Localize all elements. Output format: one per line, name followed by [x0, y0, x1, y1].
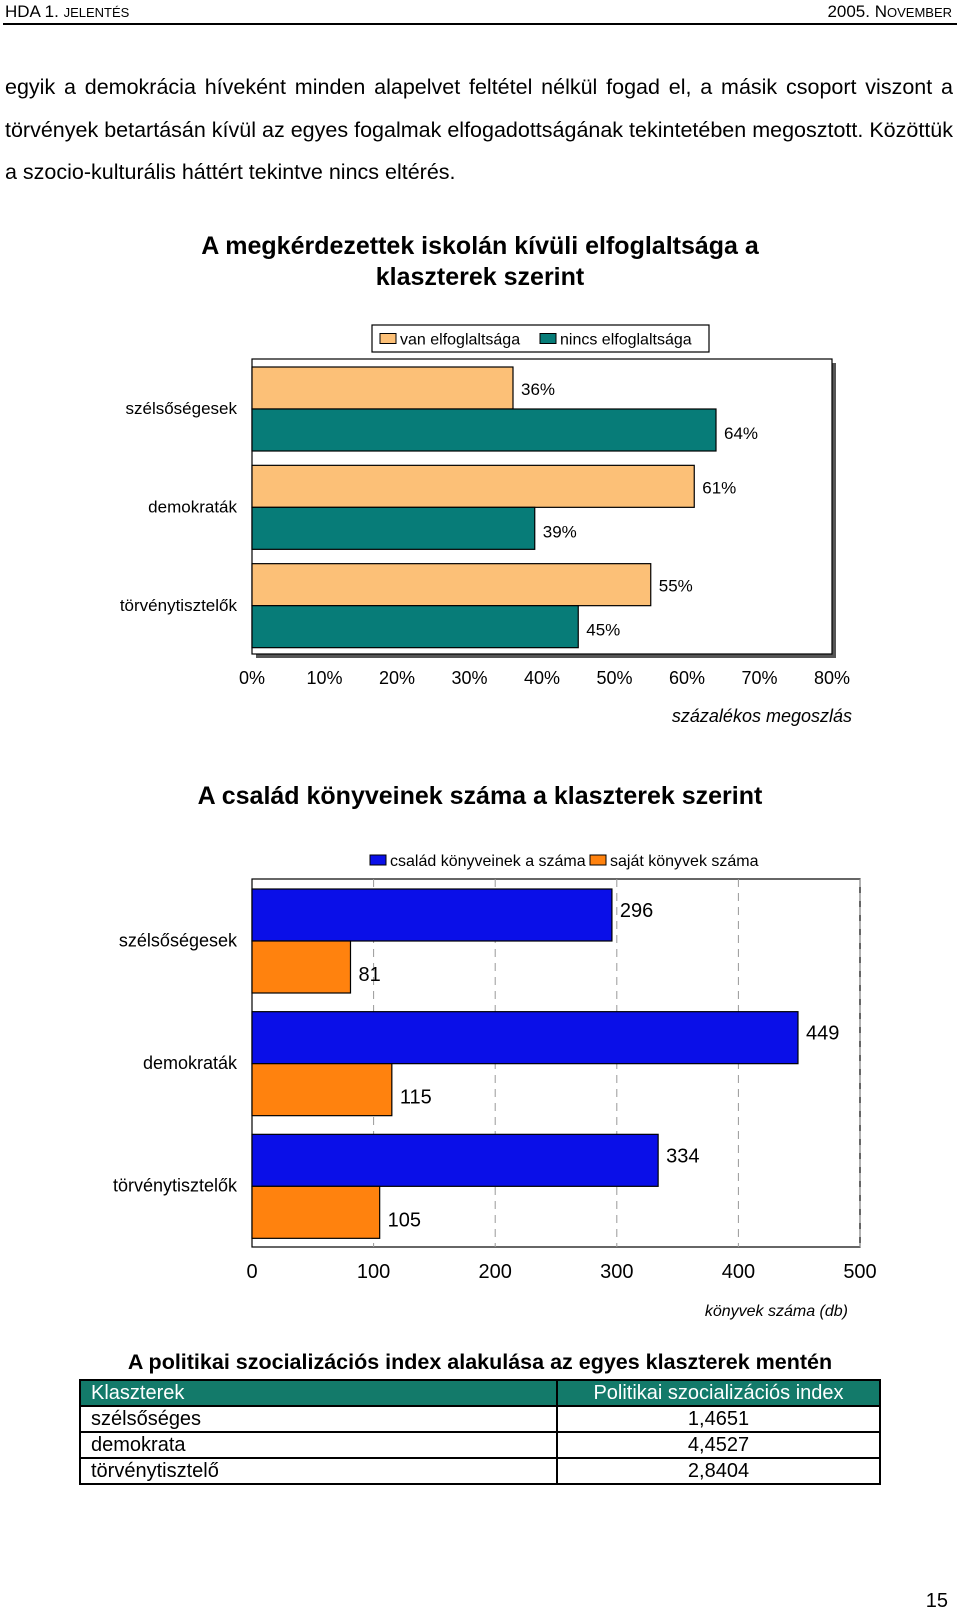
bar — [251, 1133, 659, 1187]
bar — [251, 408, 717, 452]
bar — [251, 888, 613, 942]
x-tick-label: 0% — [239, 668, 265, 688]
table-cell: törvénytisztelő — [79, 1457, 558, 1485]
data-label: 296 — [620, 900, 653, 922]
legend-label: nincs elfoglaltsága — [560, 332, 692, 349]
category-label: törvénytisztelők — [113, 1176, 238, 1196]
bar — [251, 1063, 393, 1117]
data-label: 449 — [806, 1023, 839, 1045]
x-axis-label: százalékos megoszlás — [672, 706, 852, 726]
x-tick-label: 400 — [722, 1261, 755, 1283]
legend-label: család könyveinek a száma — [390, 853, 586, 870]
table-cell: 1,4651 — [556, 1405, 881, 1433]
data-label: 81 — [358, 964, 380, 986]
bar — [251, 1185, 381, 1239]
x-tick-label: 100 — [357, 1261, 390, 1283]
index-table: Klaszterek Politikai szocializációs inde… — [79, 1379, 881, 1485]
bar — [251, 366, 514, 410]
bar — [251, 1011, 799, 1065]
data-label: 39% — [543, 522, 577, 541]
x-axis-label: könyvek száma (db) — [705, 1303, 848, 1320]
bar — [251, 605, 579, 649]
table-header-cell: Klaszterek — [79, 1379, 558, 1407]
bar — [251, 563, 652, 607]
x-tick-label: 300 — [600, 1261, 633, 1283]
x-tick-label: 200 — [479, 1261, 512, 1283]
legend-box — [362, 849, 363, 871]
table-header-cell: Politikai szocializációs index — [556, 1379, 881, 1407]
category-label: törvénytisztelők — [120, 596, 238, 615]
data-label: 64% — [724, 424, 758, 443]
x-tick-label: 500 — [843, 1261, 876, 1283]
data-label: 61% — [702, 478, 736, 497]
table-cell: demokrata — [79, 1431, 558, 1459]
table-row: szélsőséges 1,4651 — [79, 1405, 881, 1433]
bar — [251, 506, 536, 550]
legend-swatch — [589, 854, 607, 866]
header-rule — [3, 23, 957, 25]
table-row: törvénytisztelő 2,8404 — [79, 1457, 881, 1485]
data-label: 115 — [400, 1087, 432, 1109]
category-label: szélsőségesek — [119, 930, 238, 950]
data-label: 55% — [659, 577, 693, 596]
x-tick-label: 70% — [741, 668, 777, 688]
legend-label: saját könyvek száma — [610, 853, 759, 870]
header-report-title: HDA 1. JELENTÉS — [5, 2, 130, 21]
chart2-title: A család könyveinek száma a klaszterek s… — [197, 782, 763, 810]
chart1-title: A megkérdezettek iskolán kívüli elfoglal… — [201, 232, 759, 291]
x-tick-label: 80% — [814, 668, 850, 688]
category-label: demokraták — [148, 498, 237, 517]
data-label: 36% — [521, 380, 555, 399]
table-cell: szélsőséges — [79, 1405, 558, 1433]
table-cell: 2,8404 — [556, 1457, 881, 1485]
x-tick-label: 50% — [596, 668, 632, 688]
data-label: 45% — [586, 621, 620, 640]
table-header-row: Klaszterek Politikai szocializációs inde… — [79, 1379, 881, 1407]
bar — [251, 464, 695, 508]
legend-swatch — [539, 333, 557, 344]
x-tick-label: 30% — [451, 668, 487, 688]
page-number: 15 — [925, 1590, 948, 1612]
table-cell: 4,4527 — [556, 1431, 881, 1459]
category-label: demokraták — [143, 1053, 238, 1073]
x-tick-label: 40% — [524, 668, 560, 688]
table-title: A politikai szocializációs index alakulá… — [127, 1350, 833, 1374]
x-tick-label: 0 — [246, 1261, 257, 1283]
legend-swatch — [379, 333, 397, 344]
body-paragraph: egyik a demokrácia híveként minden alape… — [5, 75, 953, 184]
x-tick-label: 10% — [306, 668, 342, 688]
data-label: 334 — [666, 1145, 699, 1167]
bar — [251, 940, 352, 994]
table-row: demokrata 4,4527 — [79, 1431, 881, 1459]
x-tick-label: 60% — [669, 668, 705, 688]
data-label: 105 — [388, 1209, 421, 1231]
legend-swatch — [369, 854, 387, 866]
x-tick-label: 20% — [379, 668, 415, 688]
legend-label: van elfoglaltsága — [400, 332, 520, 349]
header-date: 2005. NOVEMBER — [827, 2, 952, 21]
category-label: szélsőségesek — [125, 399, 237, 418]
